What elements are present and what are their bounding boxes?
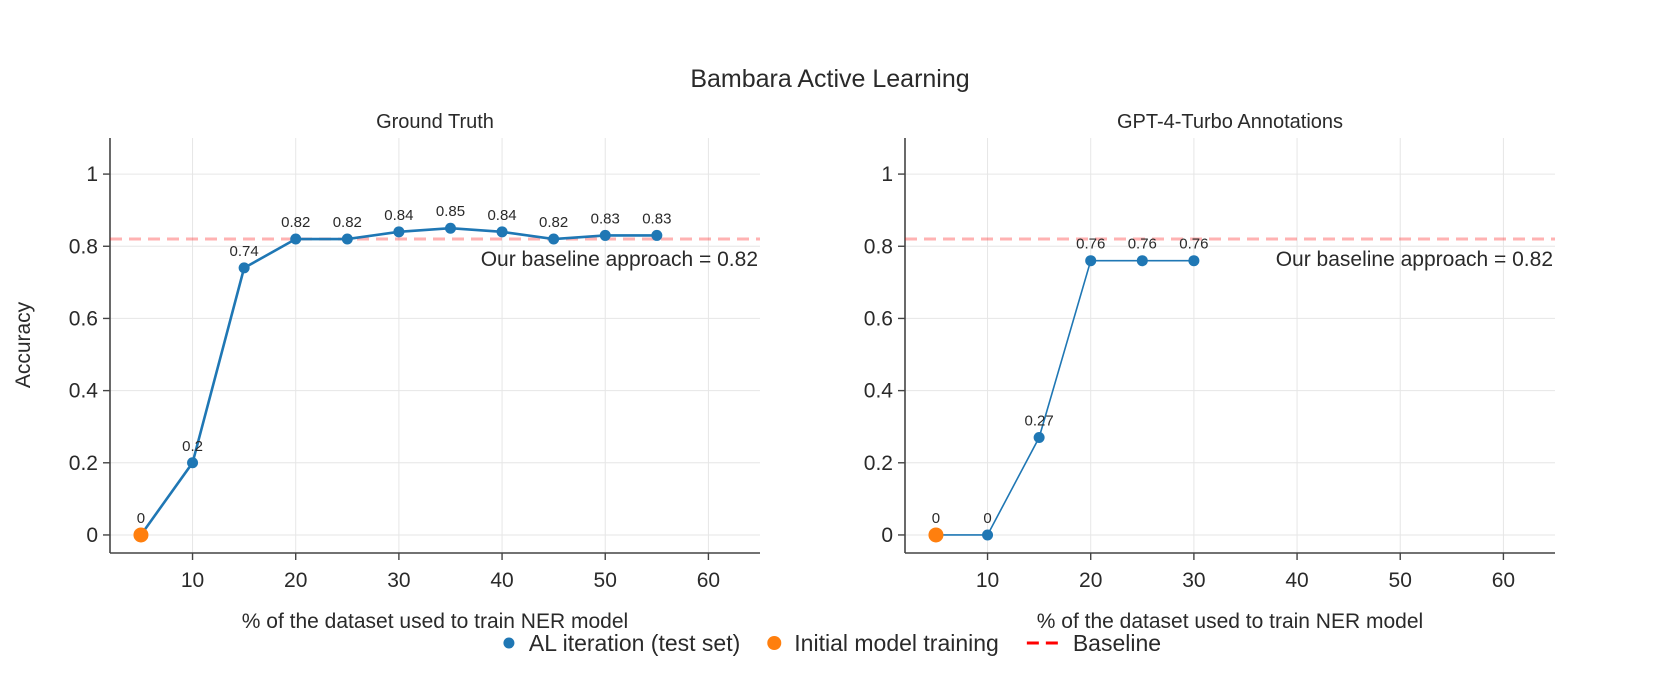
y-tick-label: 1 [86,163,98,186]
data-point [290,233,302,245]
series-line-al [935,259,1194,536]
data-point [341,233,353,245]
data-point [238,262,250,274]
x-tick-label: 30 [1182,569,1205,592]
y-tick-label: 0.8 [69,235,98,258]
data-label: 0.76 [1076,236,1105,253]
y-tick-label: 0.4 [864,380,894,403]
data-label: 0.82 [281,214,310,231]
baseline-annotation: Our baseline approach = 0.82 [1276,248,1553,271]
data-label: 0.76 [1128,236,1157,253]
panel-2: GPT-4-Turbo Annotations 0 0.2 0.4 0.6 0.8 1 10 2… [864,111,1555,633]
data-point [393,226,405,238]
x-tick-label: 50 [1389,569,1412,592]
data-label: 0 [137,510,145,527]
data-point [1188,255,1200,267]
data-label: 0.85 [436,203,465,220]
initial-training-point [133,527,149,543]
panel-1: Ground Truth 0 0.2 0.4 0.6 0.8 1 10 20 30 40 50 60 % … [69,111,760,633]
legend: AL iteration (test set) Initial model tra… [503,630,1161,656]
initial-training-point [928,527,944,543]
legend-item-initial: Initial model training [767,630,999,656]
panel-subtitle: Ground Truth [376,111,494,133]
x-tick-label: 10 [976,569,999,592]
x-axis-label: % of the dataset used to train NER model [1037,610,1423,633]
data-point [548,233,560,245]
legend-marker-al [503,637,515,649]
baseline-annotation: Our baseline approach = 0.82 [481,248,758,271]
x-tick-label: 20 [1079,569,1102,592]
data-label: 0 [932,510,940,527]
x-tick-label: 60 [697,569,720,592]
data-label: 0.83 [591,210,620,227]
legend-label-baseline: Baseline [1073,630,1161,656]
y-tick-label: 0.2 [864,452,893,475]
x-tick-label: 40 [1285,569,1308,592]
y-tick-label: 0.4 [69,380,99,403]
data-point [599,229,611,241]
data-label: 0.76 [1179,236,1208,253]
y-axis-label: Accuracy [12,301,35,388]
x-tick-label: 60 [1492,569,1515,592]
data-label: 0.27 [1025,413,1054,430]
y-tick-label: 1 [881,163,893,186]
y-tick-label: 0.8 [864,235,893,258]
y-tick-label: 0.6 [69,307,98,330]
data-point [651,229,663,241]
x-tick-label: 30 [387,569,410,592]
data-label: 0 [983,510,991,527]
y-tick-label: 0 [86,524,98,547]
x-tick-label: 20 [284,569,307,592]
data-point [496,226,508,238]
chart-title: Bambara Active Learning [690,65,969,93]
legend-marker-initial [767,636,782,650]
legend-label-al: AL iteration (test set) [529,630,740,656]
legend-item-baseline: Baseline [1026,630,1161,656]
x-axis-label: % of the dataset used to train NER model [242,610,628,633]
legend-item-al: AL iteration (test set) [503,630,740,656]
y-tick-label: 0.6 [864,307,893,330]
panel-subtitle: GPT-4-Turbo Annotations [1117,111,1343,133]
data-point [982,529,994,541]
data-label: 0.82 [333,214,362,231]
data-point [1085,255,1097,267]
y-tick-label: 0 [881,524,893,547]
x-tick-label: 40 [490,569,513,592]
y-tick-label: 0.2 [69,452,98,475]
data-label: 0.84 [384,207,413,224]
x-tick-label: 10 [181,569,204,592]
legend-label-initial: Initial model training [794,630,999,656]
data-label: 0.82 [539,214,568,231]
data-label: 0.83 [642,210,671,227]
data-label: 0.84 [487,207,516,224]
data-label: 0.2 [182,438,203,455]
data-point [1136,255,1148,267]
x-tick-label: 50 [594,569,617,592]
data-point [444,222,456,234]
data-point [187,457,199,469]
data-point [1033,432,1045,444]
data-label: 0.74 [230,243,259,260]
